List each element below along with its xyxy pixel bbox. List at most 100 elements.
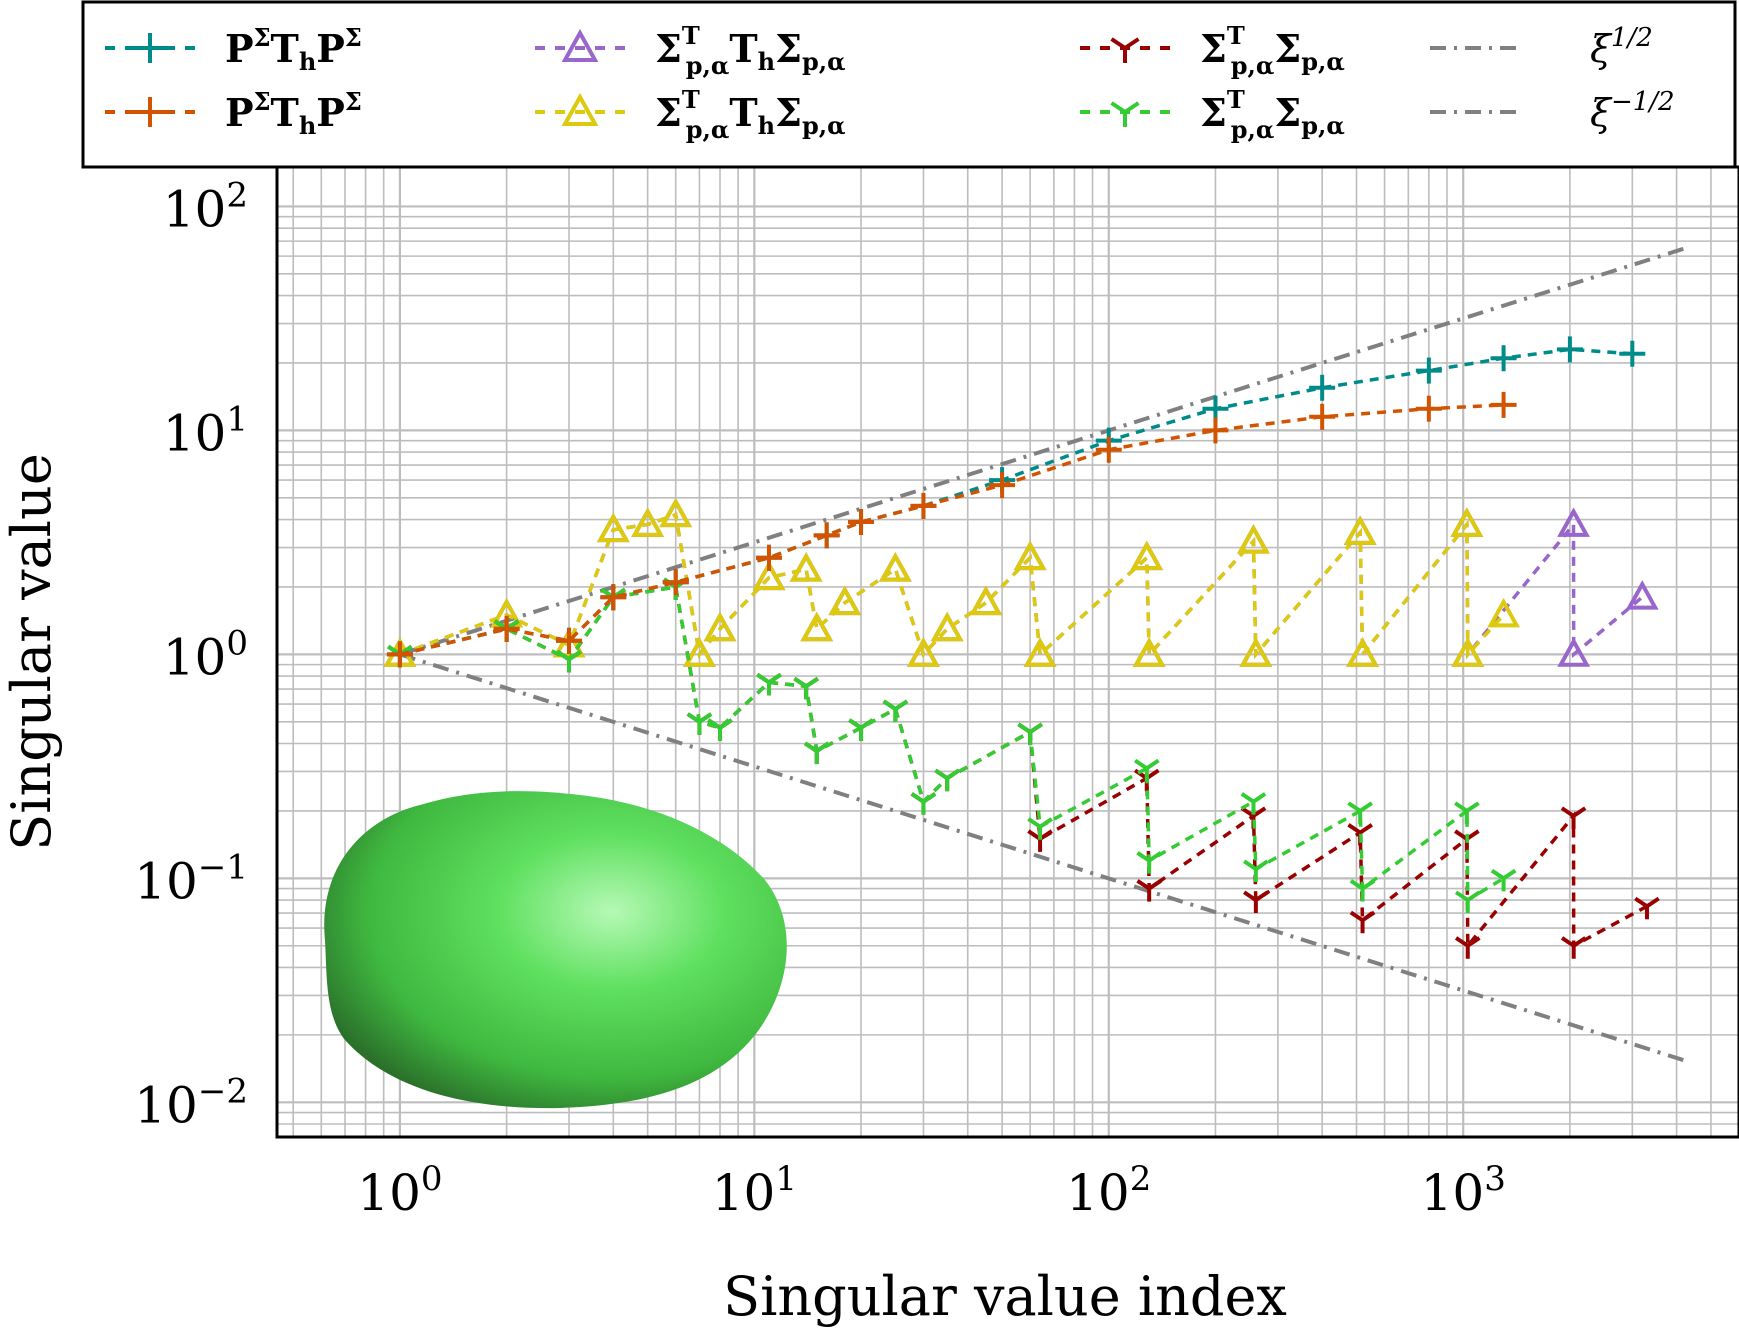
x-tick-label: 100 bbox=[357, 1159, 442, 1222]
legend-label-ref_neg: ξ−1/2 bbox=[1590, 87, 1675, 135]
marker-pst_orange bbox=[1309, 403, 1336, 430]
y-tick-label: 101 bbox=[163, 399, 248, 462]
y-tick-label: 102 bbox=[163, 175, 248, 238]
marker-sts_yellow bbox=[1343, 515, 1377, 545]
marker-sts_yellow bbox=[552, 627, 586, 658]
marker-ss_green bbox=[882, 699, 909, 723]
marker-ss_green bbox=[1027, 817, 1053, 840]
marker-sts_yellow bbox=[828, 585, 862, 616]
x-tick-label: 102 bbox=[1066, 1159, 1151, 1222]
legend-marker-sts_purple bbox=[561, 28, 599, 62]
marker-sts_yellow bbox=[659, 497, 693, 528]
marker-sts_yellow bbox=[789, 552, 823, 582]
legend-label-sts_purple: ΣT p,αThΣp,α bbox=[655, 21, 846, 80]
marker-ss_green bbox=[707, 718, 733, 741]
marker-ss_green bbox=[1347, 801, 1373, 824]
marker-ss_red bbox=[1243, 890, 1269, 914]
legend-marker-ss_red bbox=[1110, 37, 1140, 63]
marker-ss_green bbox=[1349, 879, 1376, 902]
marker-ss_green bbox=[1017, 722, 1043, 746]
marker-pst_orange bbox=[556, 627, 583, 654]
marker-ss_red bbox=[1634, 896, 1660, 920]
marker-ss_red bbox=[1454, 936, 1481, 959]
marker-ss_red bbox=[1560, 936, 1587, 959]
legend-marker-pst_orange bbox=[135, 97, 165, 127]
marker-pst_orange bbox=[600, 584, 627, 611]
marker-sts_yellow bbox=[1346, 637, 1379, 667]
marker-ss_red bbox=[1136, 879, 1162, 902]
marker-sts_yellow bbox=[683, 637, 716, 667]
legend-label-ss_red: ΣT p,αΣp,α bbox=[1200, 21, 1345, 80]
marker-sts_yellow bbox=[907, 637, 940, 667]
marker-ss_green bbox=[1243, 859, 1269, 883]
marker-ss_red bbox=[1349, 910, 1376, 934]
marker-sts_yellow bbox=[1013, 540, 1047, 571]
legend-label-ref_pos: ξ1/2 bbox=[1590, 23, 1653, 71]
marker-ss_green bbox=[848, 718, 874, 741]
legend-marker-pst_teal bbox=[135, 33, 165, 63]
x-tick-label: 101 bbox=[712, 1159, 797, 1222]
marker-pst_teal bbox=[1202, 395, 1229, 422]
marker-pst_orange bbox=[756, 544, 783, 571]
marker-sts_yellow bbox=[1130, 540, 1164, 571]
legend-label-sts_yellow: ΣT p,αThΣp,α bbox=[655, 85, 846, 144]
marker-sts_purple bbox=[1557, 637, 1591, 667]
y-axis-label: Singular value bbox=[0, 453, 63, 851]
marker-ss_green bbox=[1240, 792, 1267, 815]
marker-sts_yellow bbox=[800, 611, 834, 642]
marker-sts_purple bbox=[1625, 580, 1659, 610]
y-tick-label: 10−1 bbox=[134, 847, 248, 910]
marker-sts_yellow bbox=[1487, 597, 1520, 628]
legend-label-ss_green: ΣT p,αΣp,α bbox=[1200, 85, 1345, 144]
marker-sts_yellow bbox=[1450, 507, 1484, 537]
marker-sts_yellow bbox=[631, 507, 665, 537]
marker-pst_teal bbox=[1415, 357, 1442, 384]
marker-pst_orange bbox=[910, 492, 937, 519]
legend-marker-ss_green bbox=[1110, 101, 1140, 127]
marker-sts_yellow bbox=[930, 611, 964, 642]
marker-sts_yellow bbox=[878, 552, 912, 582]
marker-pst_orange bbox=[386, 641, 413, 668]
marker-sts_yellow bbox=[969, 585, 1003, 616]
marker-ss_green bbox=[556, 649, 582, 673]
marker-pst_teal bbox=[1309, 374, 1336, 401]
marker-pst_orange bbox=[1095, 436, 1122, 463]
legend: PΣThPΣ PΣThPΣ ΣT p,αThΣp,αΣT p,αThΣp,α ΣT p,αΣ… bbox=[105, 21, 1675, 144]
marker-pst_teal bbox=[1619, 340, 1646, 367]
marker-sts_yellow bbox=[1132, 637, 1166, 667]
marker-ss_green bbox=[1454, 890, 1481, 914]
marker-pst_orange bbox=[1415, 395, 1442, 422]
marker-pst_orange bbox=[493, 615, 520, 642]
marker-ss_green bbox=[1490, 868, 1517, 892]
marker-sts_yellow bbox=[1023, 637, 1057, 667]
series-line-sts_yellow bbox=[399, 512, 1505, 660]
legend-box bbox=[81, 0, 1737, 169]
marker-sts_purple bbox=[1557, 507, 1590, 537]
marker-ss_green bbox=[1454, 801, 1480, 824]
marker-pst_orange bbox=[848, 508, 875, 535]
marker-sts_yellow bbox=[1451, 637, 1485, 667]
marker-ss_green bbox=[756, 672, 782, 696]
legend-label-pst_teal: PΣThPΣ bbox=[225, 23, 362, 76]
series-line-ref_neg bbox=[399, 652, 1685, 1063]
marker-sts_yellow bbox=[1239, 637, 1273, 667]
marker-ss_green bbox=[803, 741, 830, 765]
y-tick-label: 10−2 bbox=[134, 1071, 248, 1134]
series-line-pst_orange bbox=[399, 403, 1504, 657]
marker-pst_teal bbox=[1556, 336, 1583, 363]
marker-pst_orange bbox=[1202, 417, 1229, 444]
marker-pst_orange bbox=[662, 569, 689, 596]
marker-sts_yellow bbox=[596, 512, 630, 543]
marker-ss_green bbox=[934, 768, 960, 792]
marker-pst_teal bbox=[1490, 345, 1517, 372]
legend-label-pst_orange: PΣThPΣ bbox=[225, 87, 362, 140]
marker-pst_orange bbox=[813, 522, 840, 549]
marker-ss_green bbox=[686, 712, 713, 735]
marker-ss_green bbox=[793, 676, 819, 700]
x-axis-label: Singular value index bbox=[723, 1265, 1287, 1328]
marker-pst_orange bbox=[989, 472, 1016, 499]
marker-sts_yellow bbox=[752, 560, 786, 591]
marker-ss_red bbox=[1560, 806, 1587, 829]
x-tick-label: 103 bbox=[1421, 1159, 1506, 1222]
